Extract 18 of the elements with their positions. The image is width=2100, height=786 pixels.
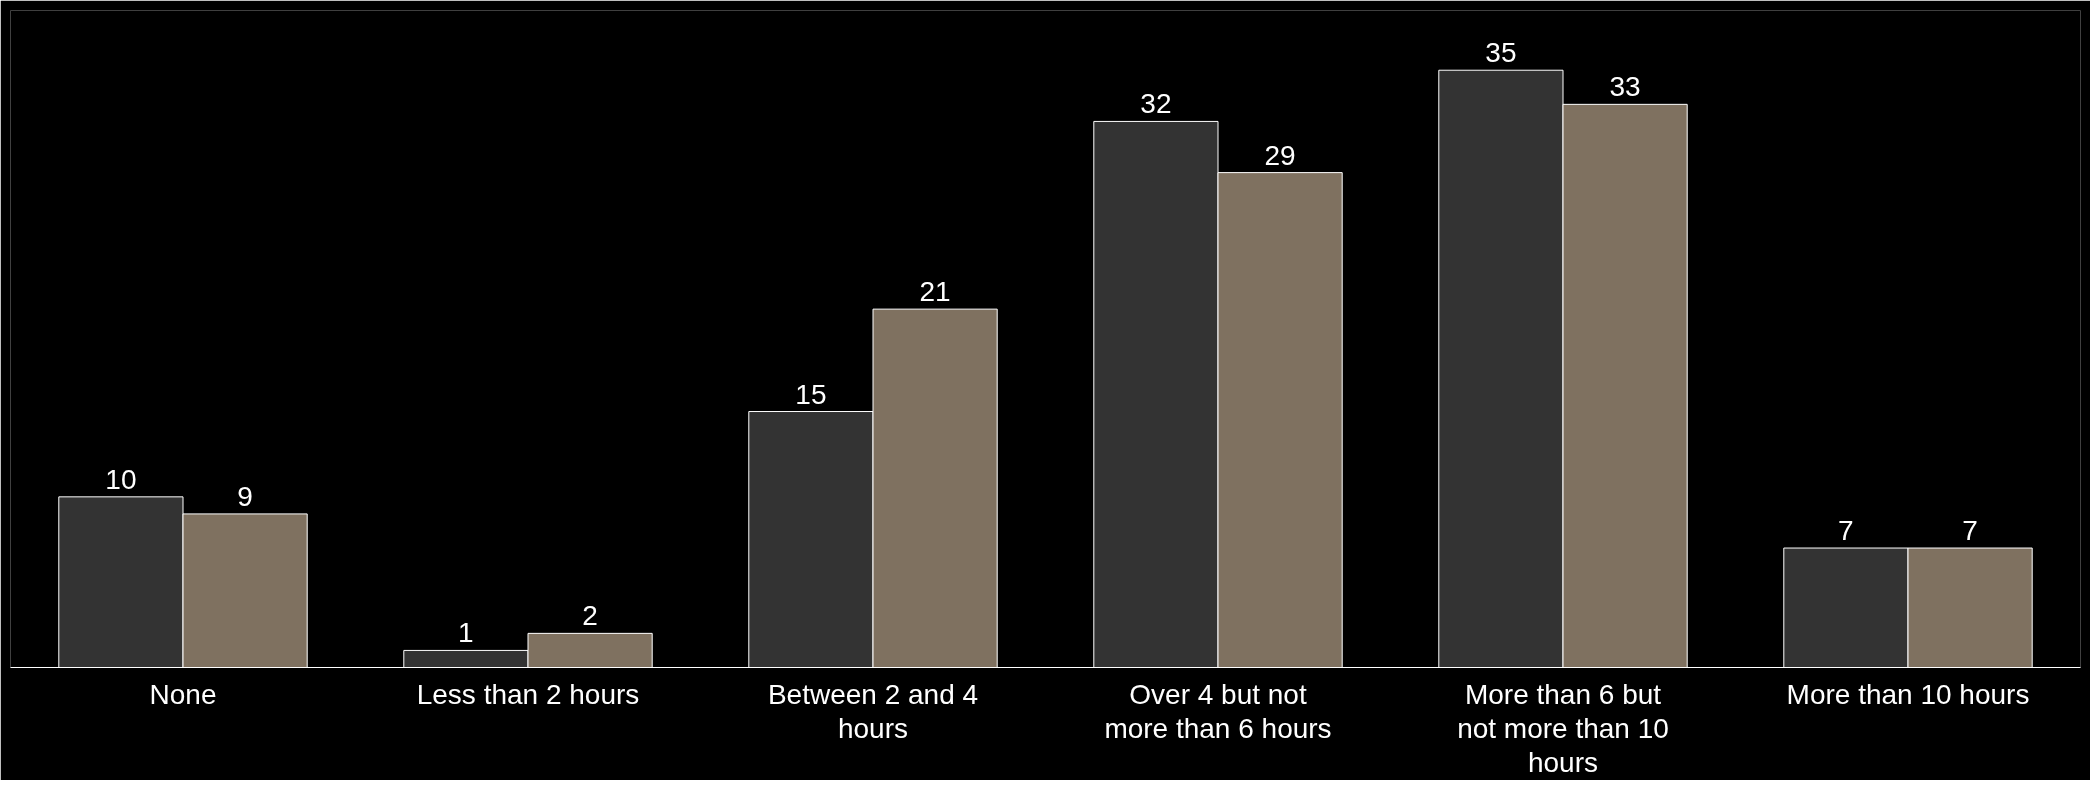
data-label: 7 [1962,515,1978,547]
data-label: 10 [105,463,137,495]
x-tick-label: Less than 2 hours [416,678,640,710]
data-label: 32 [1140,88,1172,120]
data-label: 35 [1485,37,1517,69]
x-tick-label: More than 6 but not more than 10 hours [1457,678,1669,778]
data-label: 2 [582,600,598,632]
data-label: 33 [1609,71,1641,103]
data-label: 1 [458,617,474,649]
data-label: 15 [795,378,827,410]
x-tick-label: None [149,678,217,710]
x-tick-label: Over 4 but not more than 6 hours [1104,678,1332,744]
data-label: 9 [237,480,253,512]
x-tick-label: Between 2 and 4 hours [767,678,979,744]
x-tick-label: More than 10 hours [1786,678,2030,710]
data-label: 21 [919,276,951,308]
data-label: 29 [1264,139,1296,171]
data-label: 7 [1838,515,1854,547]
